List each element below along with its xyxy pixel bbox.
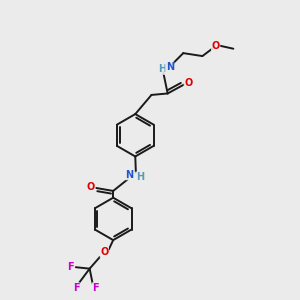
Text: F: F: [67, 262, 74, 272]
Text: H: H: [136, 172, 144, 182]
Text: H: H: [158, 64, 166, 74]
Text: F: F: [73, 283, 80, 293]
Text: F: F: [92, 283, 99, 293]
Text: O: O: [87, 182, 95, 191]
Text: O: O: [184, 78, 192, 88]
Text: O: O: [100, 248, 109, 257]
Text: O: O: [212, 41, 220, 51]
Text: N: N: [125, 170, 134, 180]
Text: N: N: [166, 62, 174, 72]
